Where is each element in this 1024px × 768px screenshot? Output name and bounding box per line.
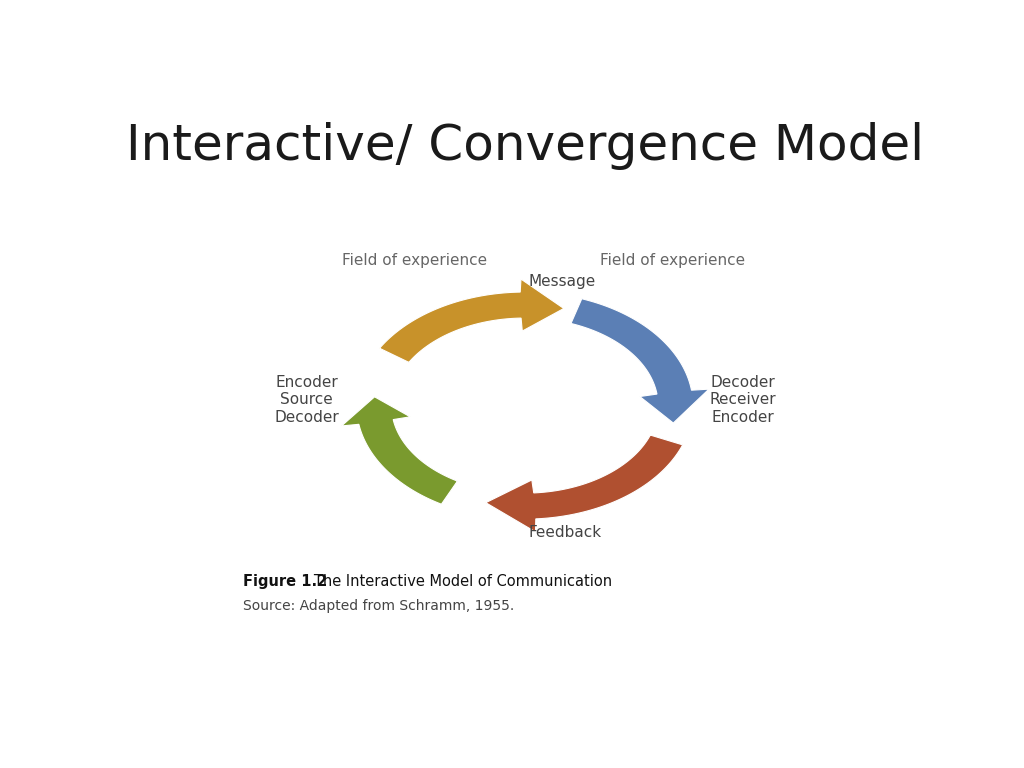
Text: The Interactive Model of Communication: The Interactive Model of Communication [300, 574, 612, 589]
Text: Message: Message [528, 274, 596, 289]
Polygon shape [571, 299, 709, 423]
Text: Interactive/ Convergence Model: Interactive/ Convergence Model [126, 121, 924, 170]
Polygon shape [485, 435, 683, 532]
Text: Field of experience: Field of experience [600, 253, 745, 268]
Text: Field of experience: Field of experience [342, 253, 487, 268]
Text: Figure 1.2: Figure 1.2 [243, 574, 328, 589]
Text: Feedback: Feedback [528, 525, 602, 540]
Text: Source: Adapted from Schramm, 1955.: Source: Adapted from Schramm, 1955. [243, 599, 514, 613]
Text: Decoder
Receiver
Encoder: Decoder Receiver Encoder [710, 375, 776, 425]
Text: Encoder
Source
Decoder: Encoder Source Decoder [274, 375, 339, 425]
Polygon shape [342, 397, 458, 505]
Polygon shape [380, 279, 564, 362]
